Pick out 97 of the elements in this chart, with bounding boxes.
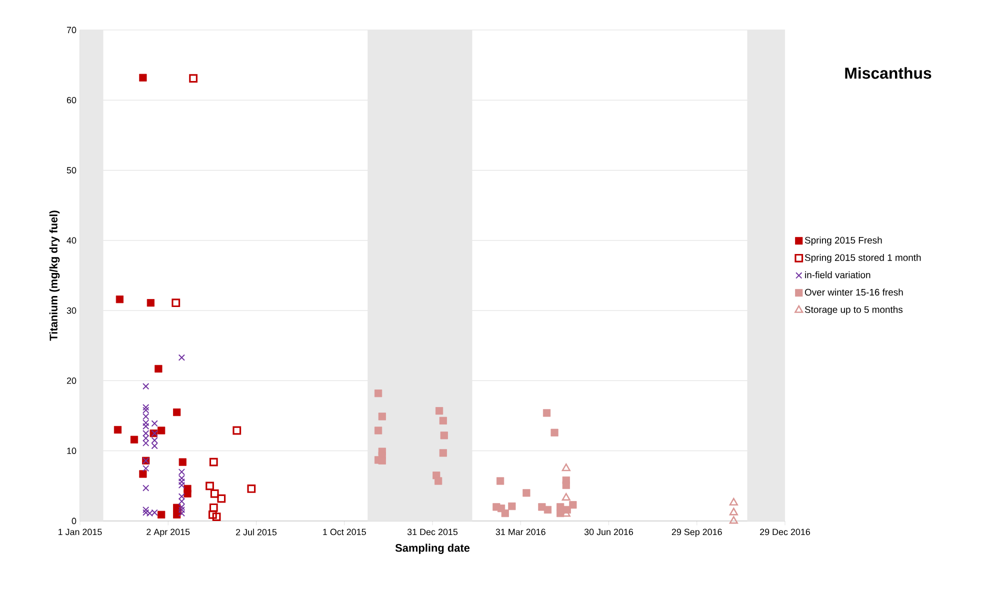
legend-label: Over winter 15-16 fresh bbox=[804, 288, 903, 296]
point bbox=[247, 484, 256, 493]
y-tick-label: 50 bbox=[66, 167, 76, 174]
point bbox=[217, 494, 226, 503]
point bbox=[562, 464, 570, 472]
point bbox=[178, 506, 186, 514]
point bbox=[172, 298, 180, 308]
point bbox=[178, 478, 186, 486]
x-axis-title: Sampling date bbox=[395, 544, 470, 554]
point bbox=[142, 382, 150, 390]
point bbox=[440, 432, 448, 440]
point bbox=[189, 74, 198, 83]
x-tick-label: 31 Mar 2016 bbox=[496, 528, 546, 536]
point bbox=[542, 409, 551, 417]
point bbox=[142, 430, 150, 437]
legend-label: Storage up to 5 months bbox=[804, 306, 903, 315]
point bbox=[501, 509, 509, 518]
point bbox=[158, 510, 166, 518]
point bbox=[569, 501, 577, 509]
point bbox=[232, 426, 242, 435]
point bbox=[544, 506, 552, 514]
point bbox=[508, 502, 516, 510]
x-tick-label: 1 Oct 2015 bbox=[323, 528, 366, 536]
legend-label: Spring 2015 stored 1 month bbox=[804, 254, 921, 263]
point bbox=[178, 458, 186, 466]
point bbox=[178, 482, 186, 489]
point bbox=[142, 484, 150, 492]
point bbox=[522, 489, 530, 497]
x-tick-label: 1 Jan 2015 bbox=[58, 528, 102, 536]
point bbox=[374, 390, 382, 398]
point bbox=[178, 354, 186, 361]
point bbox=[142, 465, 150, 472]
point bbox=[729, 498, 738, 506]
point bbox=[562, 492, 570, 501]
point bbox=[116, 296, 124, 304]
point bbox=[173, 408, 181, 416]
point bbox=[139, 470, 147, 478]
point bbox=[178, 504, 186, 510]
point bbox=[378, 456, 386, 464]
point bbox=[550, 428, 558, 436]
x-tick-label: 2 Jul 2015 bbox=[236, 528, 277, 536]
point bbox=[142, 404, 150, 411]
point bbox=[142, 422, 150, 430]
point bbox=[151, 442, 158, 450]
point bbox=[158, 426, 166, 434]
y-tick-label: 70 bbox=[66, 26, 76, 34]
point bbox=[378, 412, 386, 420]
x-tick-label: 29 Dec 2016 bbox=[760, 528, 810, 536]
point bbox=[439, 449, 447, 457]
point bbox=[142, 419, 150, 426]
point bbox=[208, 510, 217, 519]
point bbox=[178, 468, 186, 476]
point bbox=[209, 503, 218, 512]
x-tick-label: 29 Sep 2016 bbox=[672, 528, 722, 537]
point bbox=[142, 506, 150, 514]
point bbox=[178, 498, 186, 505]
y-tick-label: 60 bbox=[66, 96, 76, 104]
point bbox=[434, 477, 442, 485]
point bbox=[139, 74, 147, 82]
point bbox=[496, 477, 504, 485]
point bbox=[151, 436, 158, 444]
text: Miscanthus bbox=[845, 67, 932, 79]
point bbox=[142, 434, 150, 442]
point bbox=[729, 508, 738, 516]
point bbox=[184, 490, 192, 498]
point bbox=[435, 407, 444, 415]
point bbox=[374, 426, 382, 434]
point bbox=[154, 364, 162, 373]
point bbox=[151, 420, 158, 427]
x-tick-label: 31 Dec 2015 bbox=[407, 528, 458, 536]
point bbox=[210, 489, 219, 498]
x-tick-label: 30 Jun 2016 bbox=[584, 528, 634, 536]
y-tick-label: 30 bbox=[66, 307, 76, 314]
point bbox=[178, 493, 186, 500]
legend-label: in-field variation bbox=[805, 271, 870, 278]
point bbox=[142, 406, 150, 414]
point bbox=[562, 481, 570, 490]
y-tick-label: 20 bbox=[66, 378, 76, 384]
point bbox=[178, 474, 186, 482]
point bbox=[439, 416, 447, 424]
point bbox=[206, 482, 214, 490]
x-tick-label: 2 Apr 2015 bbox=[146, 528, 190, 537]
y-axis-title: Titanium (mg/kg dry fuel) bbox=[49, 210, 60, 341]
y-tick-label: 10 bbox=[67, 448, 76, 454]
y-tick-label: 40 bbox=[66, 237, 76, 244]
point bbox=[130, 436, 138, 444]
point bbox=[729, 516, 738, 524]
point bbox=[146, 299, 154, 307]
point bbox=[209, 458, 218, 466]
point bbox=[178, 510, 186, 517]
point bbox=[114, 426, 122, 434]
y-tick-label: 0 bbox=[72, 518, 76, 524]
point bbox=[142, 509, 150, 516]
point bbox=[142, 413, 150, 420]
point bbox=[212, 512, 221, 521]
point bbox=[142, 440, 150, 446]
legend-label: Spring 2015 Fresh bbox=[804, 236, 882, 246]
